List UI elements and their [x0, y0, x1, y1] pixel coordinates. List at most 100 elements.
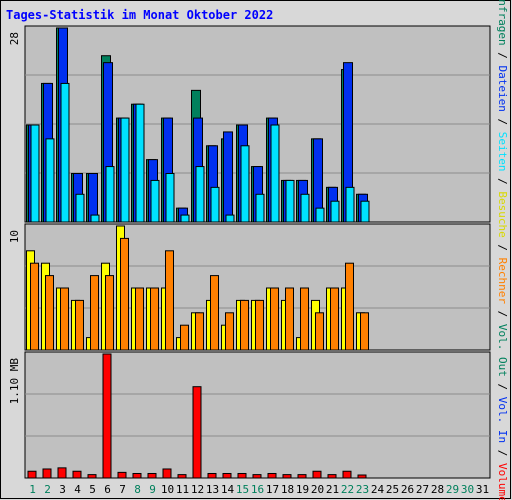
x-tick-label-day-30: 30	[461, 483, 474, 496]
bar-visits-rechner-day-7	[120, 237, 129, 351]
legend-separator: /	[496, 443, 509, 463]
bar-requests-dateien-day-14	[223, 131, 233, 223]
bar-visits-rechner-day-15	[240, 299, 249, 351]
x-tick-label-day-7: 7	[119, 483, 126, 496]
bar-requests-seiten-day-1	[30, 124, 40, 223]
bar-visits-rechner-day-22	[345, 262, 354, 351]
panel-visits-scale-label: 10	[8, 230, 21, 243]
bar-requests-seiten-day-7	[120, 117, 130, 223]
x-tick-label-day-15: 15	[236, 483, 249, 496]
bar-visits-rechner-day-13	[210, 275, 219, 351]
x-tick-label-day-16: 16	[251, 483, 264, 496]
bar-requests-seiten-day-11	[180, 214, 190, 223]
bar-visits-rechner-day-21	[330, 287, 339, 351]
panel-volume-background	[24, 351, 491, 479]
legend-separator: /	[496, 172, 509, 192]
bar-volume-volumen-day-13	[207, 472, 217, 479]
x-tick-label-day-4: 4	[74, 483, 81, 496]
bar-visits-rechner-day-12	[195, 312, 204, 351]
x-tick-label-day-3: 3	[59, 483, 66, 496]
bar-requests-seiten-day-5	[90, 214, 100, 223]
chart-panels: 28 10 1.10 MB	[8, 25, 491, 479]
bar-volume-volumen-day-5	[87, 474, 97, 479]
x-tick-label-day-13: 13	[206, 483, 219, 496]
bar-volume-volumen-day-11	[177, 474, 187, 479]
bar-requests-seiten-day-23	[360, 200, 370, 223]
bar-visits-rechner-day-20	[315, 312, 324, 351]
bar-volume-volumen-day-2	[42, 468, 52, 479]
bar-volume-volumen-day-12	[192, 386, 202, 479]
legend-separator: /	[496, 46, 509, 66]
bar-requests-seiten-day-3	[60, 82, 70, 223]
bar-visits-rechner-day-4	[75, 299, 84, 351]
x-tick-label-day-8: 8	[134, 483, 141, 496]
bar-visits-rechner-day-6	[105, 275, 114, 351]
x-tick-label-day-17: 17	[266, 483, 279, 496]
x-tick-label-day-31: 31	[476, 483, 489, 496]
legend-separator: /	[496, 377, 509, 397]
bar-visits-rechner-day-11	[180, 324, 189, 351]
bar-volume-volumen-day-17	[267, 472, 277, 479]
bar-requests-seiten-day-2	[45, 138, 55, 223]
bar-volume-volumen-day-14	[222, 472, 232, 479]
panel-volume-scale-label: 1.10 MB	[8, 358, 21, 405]
x-tick-label-day-5: 5	[89, 483, 96, 496]
legend-item-rechner: Rechner	[496, 258, 509, 305]
legend-item-vol-out: Vol. Out	[496, 324, 509, 377]
x-tick-label-day-14: 14	[221, 483, 235, 496]
bar-volume-volumen-day-8	[132, 472, 142, 479]
bar-requests-seiten-day-22	[345, 186, 355, 223]
bar-volume-volumen-day-15	[237, 472, 247, 479]
x-tick-label-day-23: 23	[356, 483, 369, 496]
bar-volume-volumen-day-7	[117, 471, 127, 479]
legend-separator: /	[496, 112, 509, 132]
bar-visits-rechner-day-17	[270, 287, 279, 351]
bar-requests-seiten-day-21	[330, 200, 340, 223]
bar-volume-volumen-day-22	[342, 470, 352, 479]
bar-visits-rechner-day-9	[150, 287, 159, 351]
bar-requests-seiten-day-15	[240, 145, 250, 223]
x-tick-label-day-21: 21	[326, 483, 339, 496]
x-tick-label-day-27: 27	[416, 483, 429, 496]
legend-item-besuche: Besuche	[496, 191, 509, 237]
legend-item-vol-in: Vol. In	[496, 397, 509, 443]
bar-requests-seiten-day-14	[225, 214, 235, 223]
bar-visits-rechner-day-5	[90, 275, 99, 351]
x-tick-label-day-20: 20	[311, 483, 324, 496]
bar-visits-rechner-day-23	[360, 312, 369, 351]
right-legend: Anfragen / Dateien / Seiten / Besuche / …	[496, 0, 509, 500]
series-volumen	[27, 353, 367, 479]
bar-volume-volumen-day-19	[297, 474, 307, 479]
x-tick-label-day-28: 28	[431, 483, 444, 496]
bar-volume-volumen-day-6	[102, 353, 112, 479]
bar-requests-seiten-day-20	[315, 207, 325, 223]
bar-requests-seiten-day-6	[105, 166, 115, 223]
bar-volume-volumen-day-20	[312, 470, 322, 479]
bar-requests-seiten-day-9	[150, 179, 160, 223]
x-tick-label-day-25: 25	[386, 483, 399, 496]
x-tick-label-day-22: 22	[341, 483, 354, 496]
panel-requests: 28	[8, 25, 491, 223]
chart-title: Tages-Statistik im Monat Oktober 2022	[6, 8, 273, 22]
bar-requests-seiten-day-8	[135, 103, 145, 223]
bar-volume-volumen-day-1	[27, 470, 37, 479]
bar-visits-rechner-day-18	[285, 287, 294, 351]
bar-requests-seiten-day-13	[210, 186, 220, 223]
x-tick-label-day-6: 6	[104, 483, 111, 496]
panel-visits: 10	[8, 223, 491, 351]
legend-item-volumen: Volumen	[496, 463, 509, 500]
bar-volume-volumen-day-23	[357, 474, 367, 479]
x-tick-label-day-9: 9	[149, 483, 156, 496]
bar-requests-seiten-day-10	[165, 173, 175, 223]
bar-volume-volumen-day-9	[147, 472, 157, 479]
legend-separator: /	[496, 238, 509, 258]
bar-volume-volumen-day-18	[282, 474, 292, 479]
series-seiten	[30, 82, 370, 223]
bar-visits-rechner-day-2	[45, 275, 54, 351]
legend-item-seiten: Seiten	[496, 132, 509, 172]
bar-volume-volumen-day-10	[162, 468, 172, 479]
x-tick-label-day-12: 12	[191, 483, 204, 496]
bar-visits-rechner-day-14	[225, 312, 234, 351]
bar-visits-rechner-day-1	[30, 262, 39, 351]
